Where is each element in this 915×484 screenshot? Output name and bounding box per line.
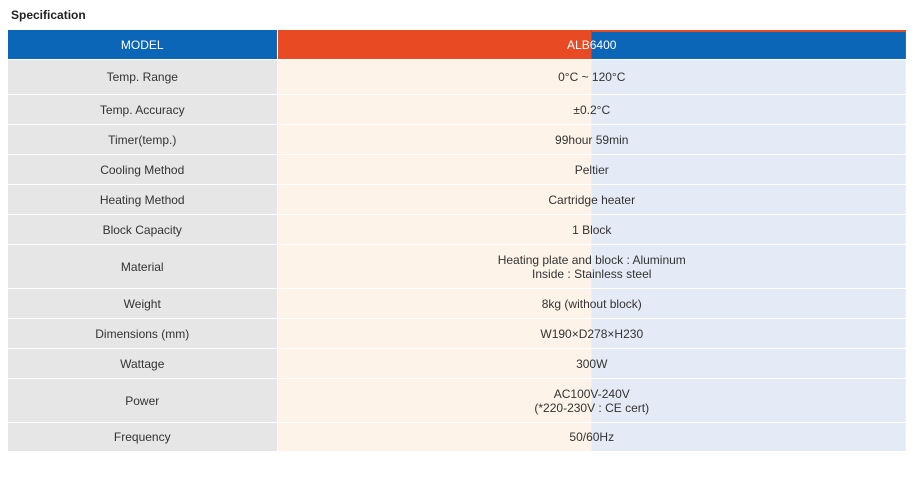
value-line: (*220-230V : CE cert) — [534, 400, 650, 415]
value-line: Cartridge heater — [548, 192, 636, 207]
row-label: Block Capacity — [8, 214, 278, 245]
value-line: 0°C ~ 120°C — [558, 70, 626, 84]
row-value: 8kg (without block) — [277, 288, 906, 319]
table-row: Dimensions (mm) W190×D278×H230 — [8, 318, 906, 349]
row-label: Cooling Method — [8, 154, 278, 185]
row-label: Frequency — [8, 422, 278, 452]
row-label: Dimensions (mm) — [8, 318, 278, 349]
table-row: Power AC100V-240V (*220-230V : CE cert) — [8, 378, 906, 423]
row-label: Power — [8, 378, 278, 423]
value-line: 99hour 59min — [555, 132, 629, 147]
value-line: W190×D278×H230 — [540, 326, 644, 341]
row-value: 50/60Hz — [277, 422, 906, 452]
table-row: Cooling Method Peltier — [8, 154, 906, 185]
table-row: Wattage 300W — [8, 348, 906, 379]
value-line: AC100V-240V — [553, 386, 630, 401]
table-row: Temp. Accuracy ±0.2°C — [8, 94, 906, 125]
value-line: 50/60Hz — [569, 430, 615, 444]
value-line: 1 Block — [572, 222, 612, 237]
row-value: Peltier — [277, 154, 906, 185]
row-value: AC100V-240V (*220-230V : CE cert) — [277, 378, 906, 423]
table-row: Temp. Range 0°C ~ 120°C — [8, 59, 906, 95]
value-line: Heating plate and block : Aluminum — [497, 252, 686, 267]
row-value: ±0.2°C — [277, 94, 906, 125]
table-row: Material Heating plate and block : Alumi… — [8, 244, 906, 289]
value-line: Inside : Stainless steel — [532, 266, 652, 281]
value-line: ±0.2°C — [573, 102, 611, 117]
table-row: Heating Method Cartridge heater — [8, 184, 906, 215]
row-value: 1 Block — [277, 214, 906, 245]
value-line: 8kg (without block) — [541, 296, 642, 311]
row-value: Cartridge heater — [277, 184, 906, 215]
row-value: Heating plate and block : Aluminum Insid… — [277, 244, 906, 289]
value-line: Peltier — [574, 162, 609, 177]
specification-table: MODEL ALB6400 Temp. Range 0°C ~ 120°C Te… — [8, 30, 906, 452]
row-label: Heating Method — [8, 184, 278, 215]
value-line: 300W — [576, 356, 608, 371]
model-header-value: ALB6400 — [277, 30, 906, 60]
table-row: Frequency 50/60Hz — [8, 422, 906, 452]
row-value: 300W — [277, 348, 906, 379]
table-row: Block Capacity 1 Block — [8, 214, 906, 245]
row-label: Temp. Accuracy — [8, 94, 278, 125]
table-row: Timer(temp.) 99hour 59min — [8, 124, 906, 155]
row-label: Material — [8, 244, 278, 289]
row-label: Weight — [8, 288, 278, 319]
row-value: 0°C ~ 120°C — [277, 59, 906, 95]
row-label: Timer(temp.) — [8, 124, 278, 155]
table-header-row: MODEL ALB6400 — [8, 30, 906, 60]
model-header-label: MODEL — [8, 30, 278, 60]
table-row: Weight 8kg (without block) — [8, 288, 906, 319]
row-label: Temp. Range — [8, 59, 278, 95]
section-title: Specification — [11, 8, 86, 22]
row-value: W190×D278×H230 — [277, 318, 906, 349]
row-value: 99hour 59min — [277, 124, 906, 155]
row-label: Wattage — [8, 348, 278, 379]
